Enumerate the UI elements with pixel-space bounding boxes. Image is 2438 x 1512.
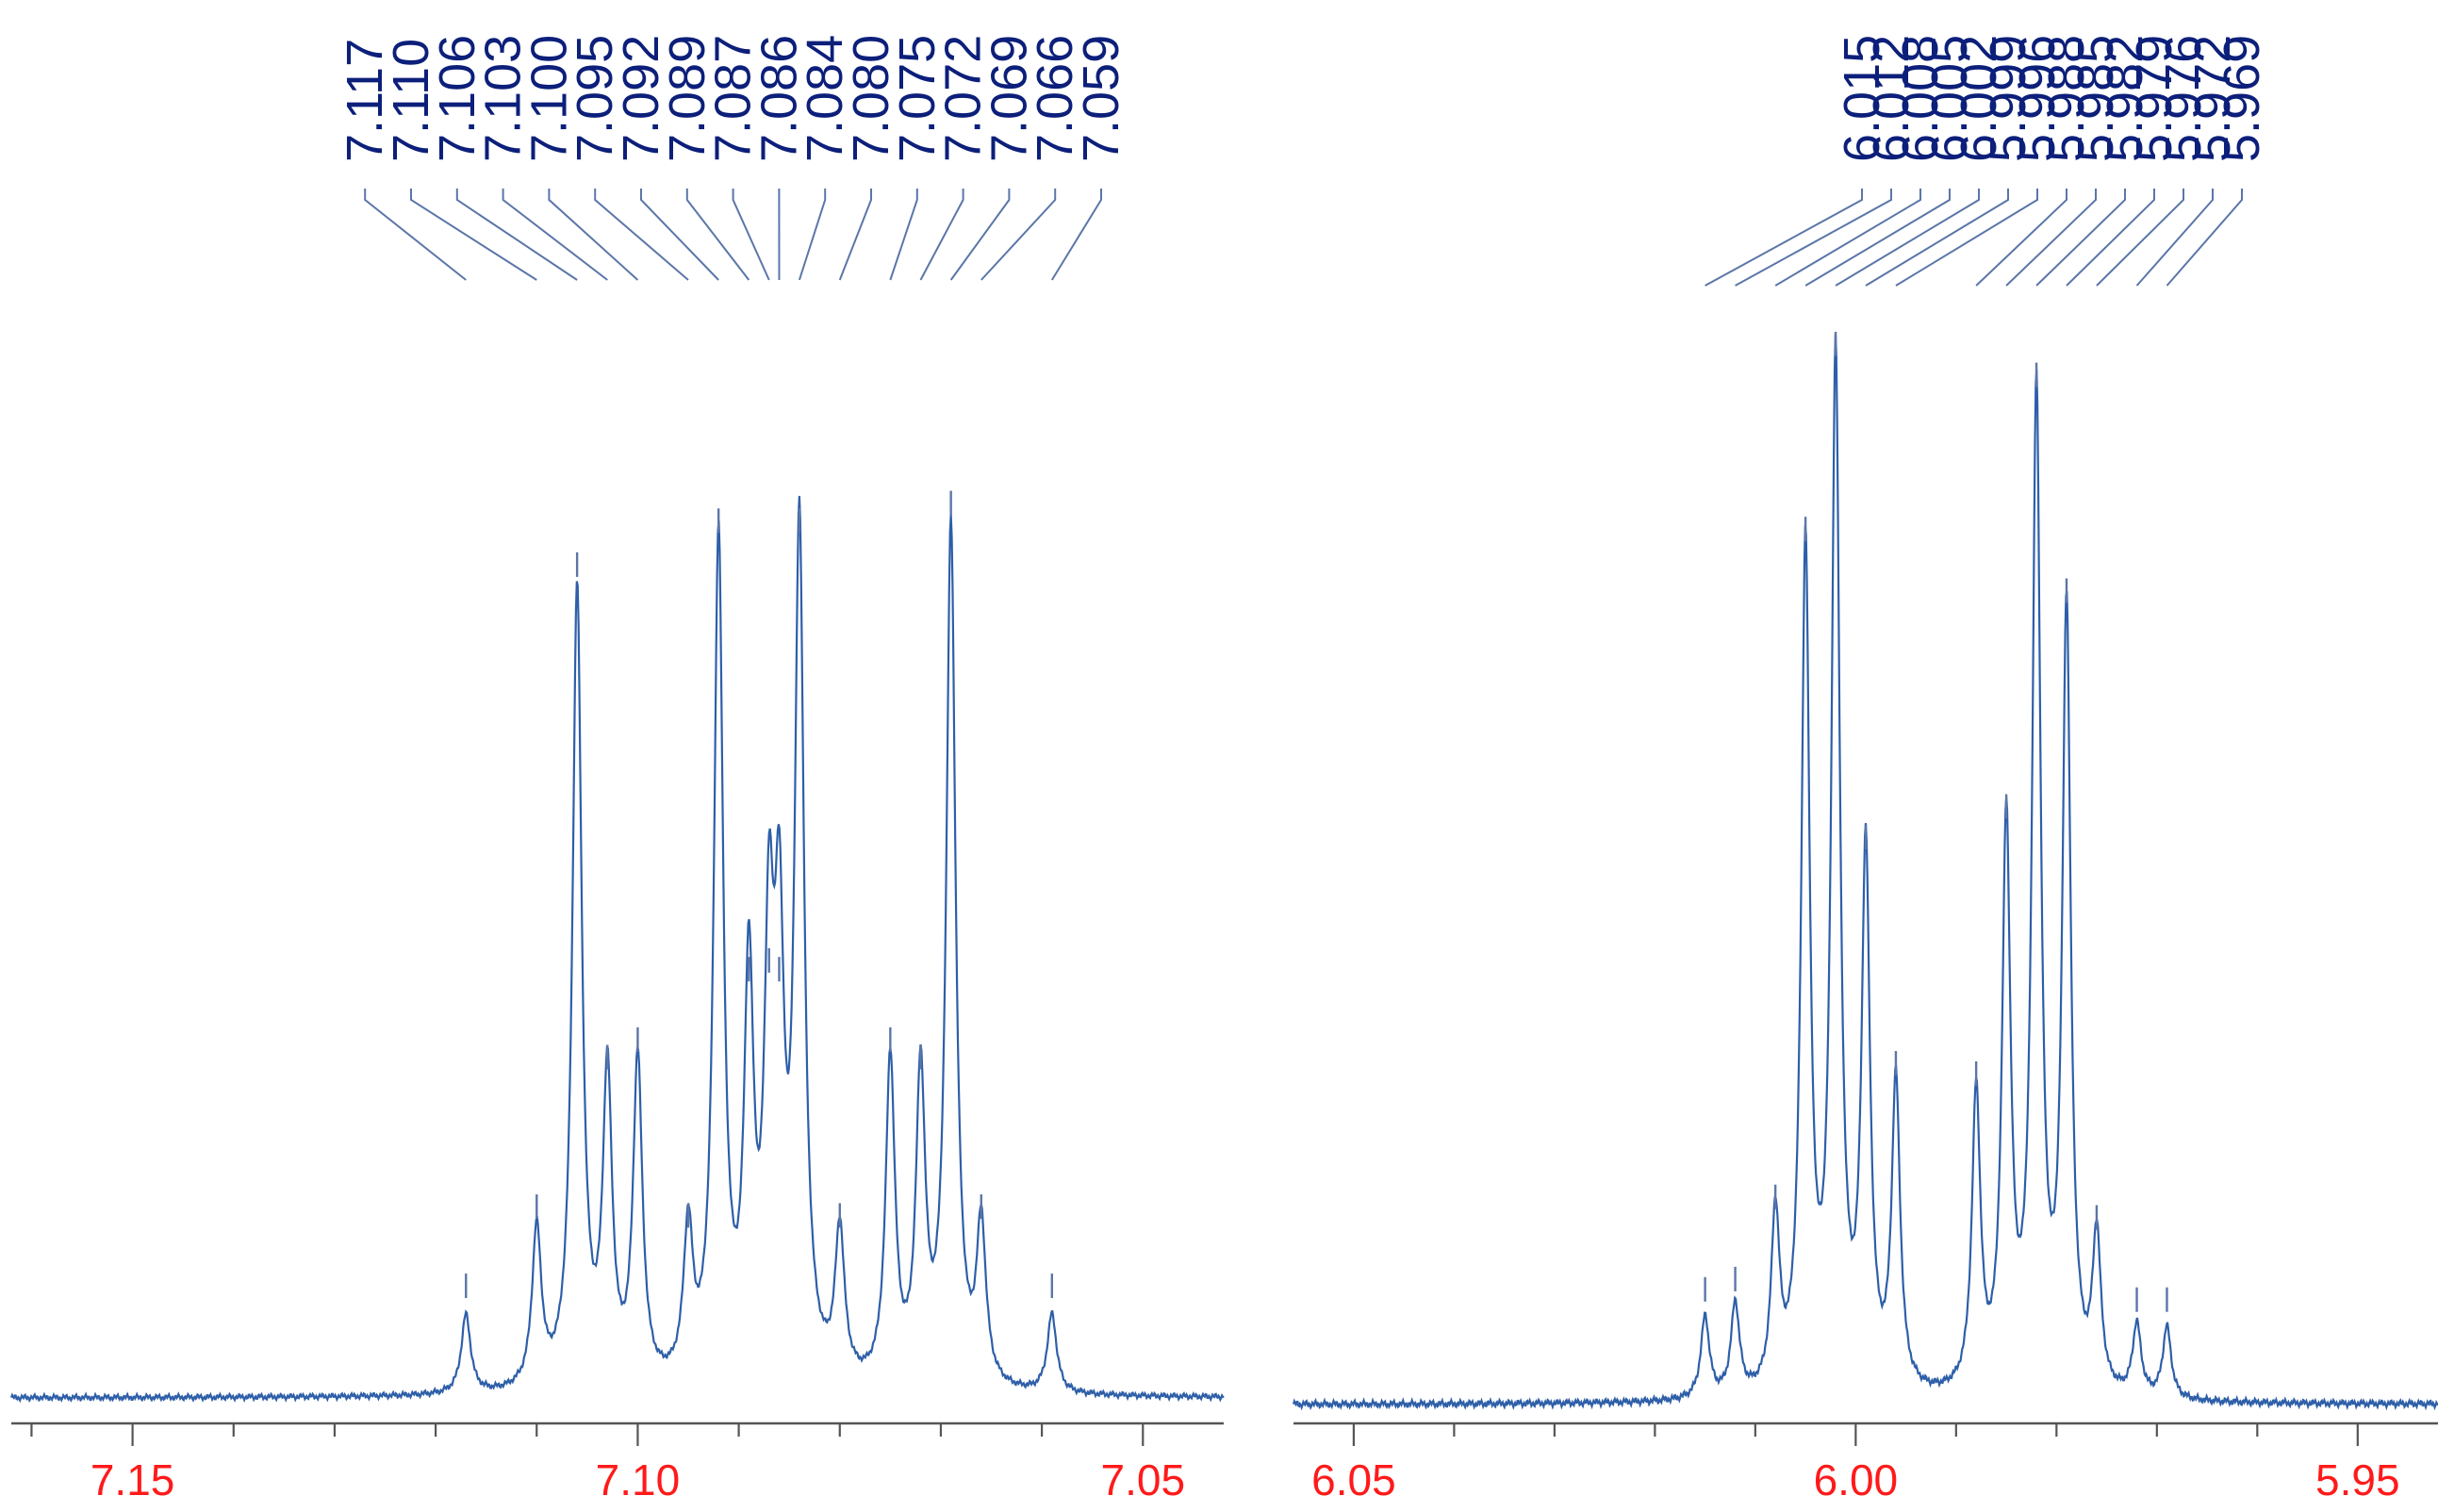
peak-label-3: 7.103 — [475, 35, 532, 162]
peak-leader-9 — [2035, 189, 2126, 287]
x-tick-label-1: 6.00 — [1814, 1455, 1899, 1504]
x-tick-label-1: 7.10 — [596, 1455, 681, 1504]
peak-label-9: 7.086 — [750, 35, 807, 162]
peak-label-4: 7.100 — [520, 35, 577, 162]
peak-label-11: 5.976 — [2155, 35, 2212, 162]
peak-leader-4 — [1835, 189, 1980, 287]
peak-label-12: 5.972 — [2184, 35, 2241, 162]
peak-label-13: 5.969 — [2214, 35, 2270, 162]
x-tick-label-0: 7.15 — [91, 1455, 175, 1504]
peak-leader-6 — [640, 189, 719, 281]
peak-leader-12 — [889, 189, 918, 281]
peak-label-13: 7.072 — [935, 35, 992, 162]
x-tick-label-0: 6.05 — [1311, 1455, 1396, 1504]
peak-leader-5 — [1865, 189, 2009, 287]
peak-leader-8 — [2005, 189, 2097, 287]
peak-leader-3 — [1804, 189, 1951, 287]
peak-label-10: 5.979 — [2126, 35, 2183, 162]
peak-label-10: 7.084 — [797, 35, 853, 162]
peak-leader-1 — [1735, 189, 1892, 287]
peak-leader-3 — [502, 189, 608, 281]
peak-leader-6 — [1895, 189, 2038, 287]
peak-leader-1 — [410, 189, 537, 281]
peak-label-15: 7.066 — [1027, 35, 1083, 162]
x-tick-label-2: 7.05 — [1101, 1455, 1186, 1504]
peak-label-6: 5.996 — [2009, 35, 2066, 162]
peak-leader-11 — [838, 189, 872, 281]
spectrum-trace — [1292, 334, 2438, 1411]
peak-leader-2 — [455, 189, 578, 281]
peak-leader-11 — [2096, 189, 2184, 287]
peak-leader-0 — [364, 189, 467, 281]
peak-label-11: 7.080 — [843, 35, 899, 162]
peak-label-8: 5.985 — [2067, 35, 2124, 162]
peak-leader-15 — [980, 189, 1057, 281]
peak-label-5: 5.999 — [1980, 35, 2036, 162]
peak-leader-10 — [2066, 189, 2155, 287]
peak-leader-12 — [2135, 189, 2214, 287]
peak-label-2: 7.106 — [429, 35, 486, 162]
peak-leader-7 — [1975, 189, 2067, 287]
peak-label-0: 7.117 — [337, 39, 393, 162]
peak-label-4: 6.002 — [1951, 35, 2007, 162]
peak-label-14: 7.069 — [980, 35, 1037, 162]
peak-leader-5 — [594, 189, 689, 281]
peak-label-16: 7.059 — [1073, 35, 1129, 162]
peak-leader-13 — [2166, 189, 2243, 287]
peak-leader-16 — [1050, 189, 1102, 281]
peak-label-8: 7.087 — [705, 35, 762, 162]
peak-label-12: 7.075 — [889, 35, 946, 162]
peak-leader-13 — [919, 189, 964, 281]
peak-leader-8 — [732, 189, 770, 281]
x-tick-label-2: 5.95 — [2315, 1455, 2400, 1504]
peak-label-0: 6.015 — [1834, 35, 1890, 162]
peak-leader-14 — [949, 189, 1011, 281]
spectrum-panel-left: 7.1177.1107.1067.1037.1007.0957.0927.089… — [9, 35, 1225, 1504]
peak-leader-10 — [798, 189, 827, 281]
peak-label-3: 6.005 — [1921, 35, 1978, 162]
peak-label-1: 6.012 — [1863, 35, 1919, 162]
peak-label-2: 6.008 — [1892, 35, 1949, 162]
spectrum-panel-right: 6.0156.0126.0086.0056.0025.9995.9965.988… — [1292, 35, 2438, 1504]
peak-label-9: 5.982 — [2097, 35, 2153, 162]
peak-label-6: 7.092 — [613, 35, 669, 162]
peak-label-5: 7.095 — [567, 35, 623, 162]
peak-leader-7 — [685, 189, 750, 281]
peak-leader-2 — [1774, 189, 1921, 287]
peak-leader-4 — [548, 189, 639, 281]
peak-label-1: 7.110 — [383, 39, 439, 162]
peak-label-7: 5.988 — [2038, 35, 2095, 162]
spectrum-trace — [9, 496, 1225, 1404]
peak-leader-0 — [1705, 189, 1863, 287]
peak-label-7: 7.089 — [659, 35, 716, 162]
